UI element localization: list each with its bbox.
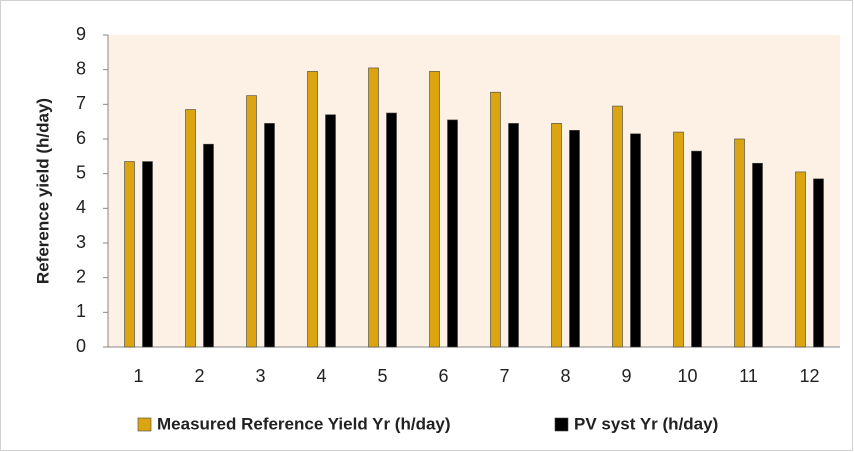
y-tick-label: 7	[76, 93, 86, 113]
x-tick-label: 6	[438, 366, 448, 386]
y-tick-label: 8	[76, 58, 86, 78]
y-tick-label: 3	[76, 232, 86, 252]
x-tick-label: 10	[677, 366, 697, 386]
x-tick-label: 4	[316, 366, 326, 386]
plot-background	[108, 35, 840, 347]
bar	[325, 114, 336, 348]
x-tick-label: 2	[194, 366, 204, 386]
x-tick-label: 7	[499, 366, 509, 386]
bar	[551, 123, 562, 348]
bar	[508, 123, 519, 348]
bar	[813, 178, 824, 348]
bar	[185, 109, 196, 348]
x-tick-label: 1	[133, 366, 143, 386]
legend-text: PV syst Yr (h/day)	[574, 414, 718, 433]
bar	[673, 131, 684, 348]
y-tick-label: 5	[76, 162, 86, 182]
bar	[142, 161, 153, 348]
bar	[429, 71, 440, 348]
bar	[569, 130, 580, 348]
y-tick-label: 2	[76, 266, 86, 286]
bar	[752, 162, 763, 348]
bar	[368, 67, 379, 348]
y-tick-label: 0	[76, 336, 86, 356]
x-tick-label: 8	[560, 366, 570, 386]
y-axis-title: Reference yield (h/day)	[33, 98, 52, 284]
bar	[307, 71, 318, 348]
y-tick-label: 6	[76, 128, 86, 148]
bar	[612, 105, 623, 348]
bar	[630, 133, 641, 348]
x-tick-label: 9	[621, 366, 631, 386]
bar	[490, 91, 501, 348]
bar	[124, 161, 135, 348]
x-tick-label: 11	[739, 366, 758, 386]
y-tick-label: 4	[76, 197, 86, 217]
x-tick-label: 12	[799, 366, 819, 386]
bar	[386, 112, 397, 348]
y-tick-label: 1	[76, 301, 86, 321]
bar	[795, 171, 806, 348]
bar	[264, 123, 275, 348]
legend-swatch	[137, 417, 152, 432]
bar	[691, 150, 702, 348]
bar	[734, 138, 745, 348]
legend-swatch	[554, 417, 569, 432]
x-tick-label: 5	[377, 366, 387, 386]
x-tick-label: 3	[255, 366, 265, 386]
bar	[203, 143, 214, 348]
y-tick-label: 9	[76, 24, 86, 44]
bar	[447, 119, 458, 348]
bar	[246, 95, 257, 348]
legend-text: Measured Reference Yield Yr (h/day)	[157, 414, 451, 433]
